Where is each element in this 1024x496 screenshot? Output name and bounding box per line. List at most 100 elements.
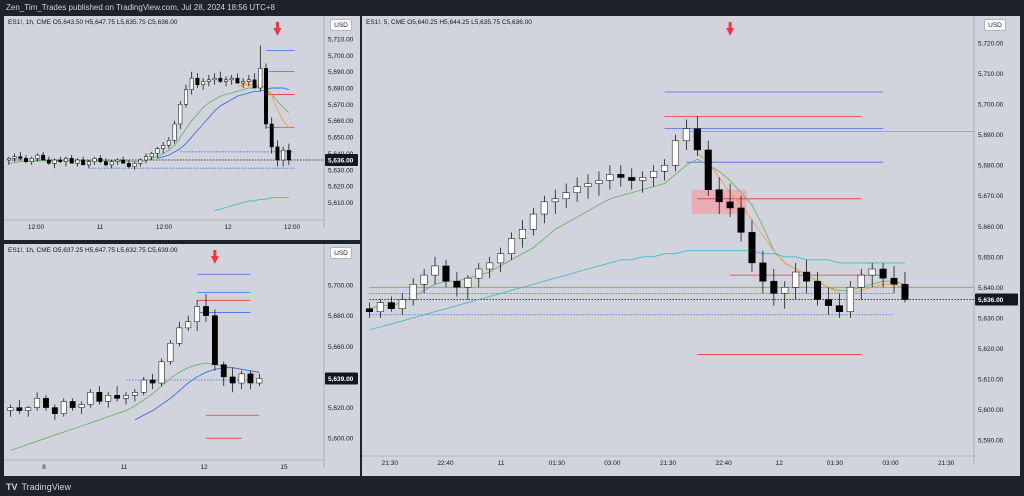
time-tick-label: 12:00 [28,224,45,231]
candle-body [246,79,251,82]
time-tick-label: 22:40 [437,460,454,467]
candle-body [252,79,257,89]
candle-body [166,140,171,146]
price-tick-label: 5,710.00 [328,36,354,43]
candle-body [25,407,32,411]
time-tick-label: 21:30 [382,460,399,467]
price-tick-label: 5,620.00 [328,405,354,412]
candle-body [453,280,461,288]
candle-body [212,77,217,81]
price-tick-label: 5,680.00 [978,163,1004,170]
candle-body [229,376,236,384]
chart-panel-top-left[interactable]: 5,610.005,620.005,630.005,640.005,650.00… [4,16,360,240]
time-tick-label: 22:40 [715,460,732,467]
candle-body [161,145,166,149]
candle-body [195,77,200,85]
candle-body [857,274,865,288]
candle-body [442,265,450,282]
candle-body [387,302,395,309]
price-tick-label: 5,720.00 [978,41,1004,48]
candle-body [211,315,218,365]
candle-body [29,158,34,162]
candle-body [140,379,147,393]
candle-body [43,398,49,408]
candle-body [682,128,690,142]
chart-canvas[interactable]: 5,610.005,620.005,630.005,640.005,650.00… [4,16,360,240]
chart-panel-bottom-left[interactable]: 5,600.005,620.005,640.005,660.005,680.00… [4,244,360,476]
candle-body [201,81,206,85]
candle-body [34,398,41,408]
time-tick-label: 21:30 [938,460,955,467]
time-tick-label: 12:00 [156,224,173,231]
price-tick-label: 5,600.00 [328,436,354,443]
candle-body [41,154,46,161]
price-tick-label: 5,640.00 [978,285,1004,292]
candle-body [203,306,209,316]
candle-body [60,401,67,414]
candle-body [562,192,570,200]
candle-body [81,159,86,166]
footer-bar: TV TradingView [0,478,1024,496]
currency-button[interactable]: USD [330,19,352,31]
candle-body [86,161,91,166]
candle-body [286,149,291,161]
candle-body [131,391,138,396]
price-tick-label: 5,620.00 [978,346,1004,353]
candle-body [96,391,103,402]
candle-body [64,158,68,162]
price-tick-label: 5,650.00 [328,135,354,142]
candle-body [781,287,789,294]
tradingview-logo-icon: TV [6,482,18,492]
candle-body [486,262,494,270]
price-tick-label: 5,670.00 [978,193,1004,200]
candle-body [138,159,143,164]
currency-button[interactable]: USD [330,247,352,259]
down-arrow-icon [273,22,282,36]
moving-average-line [10,362,260,451]
publisher-text: Zen_Tim_Trades published on TradingView.… [6,3,275,12]
candle-body [69,158,74,164]
time-tick-label: 12 [776,460,784,467]
currency-button[interactable]: USD [984,19,1006,31]
candle-body [69,401,76,408]
candle-body [172,123,177,141]
chart-canvas[interactable]: 5,590.00 5,600.00 5,610.00 5,620.00 5,630.00… [362,16,1020,476]
chart-panel-main[interactable]: 5,590.00 5,600.00 5,610.00 5,620.00 5,630.00… [362,16,1020,476]
candle-body [281,149,286,161]
chart-canvas[interactable]: 5,600.005,620.005,640.005,660.005,680.00… [4,244,360,476]
candle-body [78,404,85,408]
time-tick-label: 15 [280,464,288,471]
candle-body [167,342,174,362]
candle-body [224,79,228,82]
moving-average-line [697,152,906,294]
candle-body [584,183,592,187]
candle-body [35,154,40,159]
candle-body [115,159,120,162]
price-tick-label: 5,710.00 [978,71,1004,78]
candle-body [235,77,240,84]
candle-body [51,407,58,414]
candle-body [58,159,63,162]
candle-body [206,79,211,82]
time-tick-label: 01:30 [827,460,844,467]
candle-body [75,159,80,164]
candle-body [835,305,843,312]
price-tick-label: 5,670.00 [328,102,354,109]
time-tick-label: 8 [42,464,46,471]
moving-average-line [369,250,905,331]
time-tick-label: 11 [121,464,128,471]
time-tick-label: 12 [200,464,208,471]
candle-body [275,146,280,161]
price-tick-label: 5,590.00 [978,437,1004,444]
price-tick-label: 5,680.00 [328,86,354,93]
candle-body [398,299,406,309]
price-tick-label: 5,600.00 [978,407,1004,414]
moving-average-line [237,84,290,128]
candle-body [573,186,581,193]
candle-body [551,198,559,203]
candle-body [824,299,832,306]
candle-body [617,174,625,178]
candle-body [661,164,669,172]
symbol-ohlc: ES1!, 1h, CME O5,637.25 H5,647.75 L5,632… [8,247,178,254]
down-arrow-icon [210,250,219,264]
